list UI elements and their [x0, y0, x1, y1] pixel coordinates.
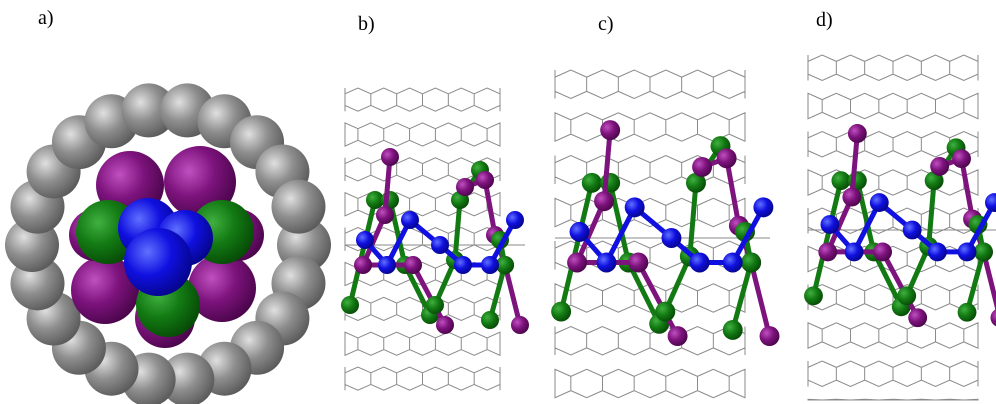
atom	[481, 311, 499, 329]
nanotube-panel	[551, 70, 779, 398]
structures	[5, 55, 996, 404]
atom	[831, 171, 850, 190]
atom	[848, 124, 867, 143]
atom	[873, 243, 892, 262]
atom	[897, 286, 916, 305]
atom	[908, 308, 927, 327]
atom	[818, 243, 837, 262]
atom	[930, 157, 949, 176]
atom	[985, 193, 996, 212]
atom	[842, 188, 861, 207]
atom	[381, 148, 399, 166]
atom	[378, 256, 396, 274]
atom	[511, 316, 529, 334]
atom	[753, 197, 773, 217]
atom	[401, 211, 419, 229]
atom	[723, 320, 743, 340]
atom	[506, 211, 524, 229]
figure: a) b) c) d)	[0, 0, 996, 404]
nanotube-panel	[804, 55, 996, 400]
atom	[821, 215, 840, 234]
atom	[928, 243, 947, 262]
atom	[594, 191, 614, 211]
atom	[481, 256, 499, 274]
atom	[690, 253, 710, 273]
atom	[476, 171, 494, 189]
panel-label: c)	[598, 13, 614, 35]
atom	[717, 148, 737, 168]
atom	[570, 222, 590, 242]
atom-sphere	[124, 228, 192, 296]
atom	[354, 256, 372, 274]
panel-label: b)	[358, 13, 375, 35]
atom	[655, 302, 675, 322]
atom	[431, 236, 449, 254]
nanotube-panel	[341, 88, 529, 390]
atom	[567, 253, 587, 273]
atom	[741, 253, 761, 273]
atom	[958, 243, 977, 262]
atom	[991, 308, 996, 327]
atom	[952, 149, 971, 168]
atom	[456, 178, 474, 196]
atom	[974, 243, 993, 262]
atom	[436, 316, 454, 334]
atom	[958, 303, 977, 322]
atom	[845, 243, 864, 262]
atom	[600, 120, 620, 140]
atom	[625, 197, 645, 217]
atom	[628, 253, 648, 273]
atom	[661, 228, 681, 248]
atom	[692, 157, 712, 177]
atom	[760, 326, 780, 346]
bond	[940, 159, 996, 318]
atom	[454, 256, 472, 274]
atom	[582, 173, 602, 193]
panel-label: d)	[816, 9, 833, 31]
atom	[597, 253, 617, 273]
atom	[903, 221, 922, 240]
atom	[404, 256, 422, 274]
atom	[804, 286, 823, 305]
atom	[356, 231, 374, 249]
atom	[551, 302, 571, 322]
panel-label: a)	[38, 7, 54, 29]
atom	[376, 206, 394, 224]
atom	[723, 253, 743, 273]
atom	[341, 296, 359, 314]
atom	[870, 193, 889, 212]
atom	[426, 296, 444, 314]
carbon-sphere	[271, 180, 325, 234]
atom	[668, 326, 688, 346]
